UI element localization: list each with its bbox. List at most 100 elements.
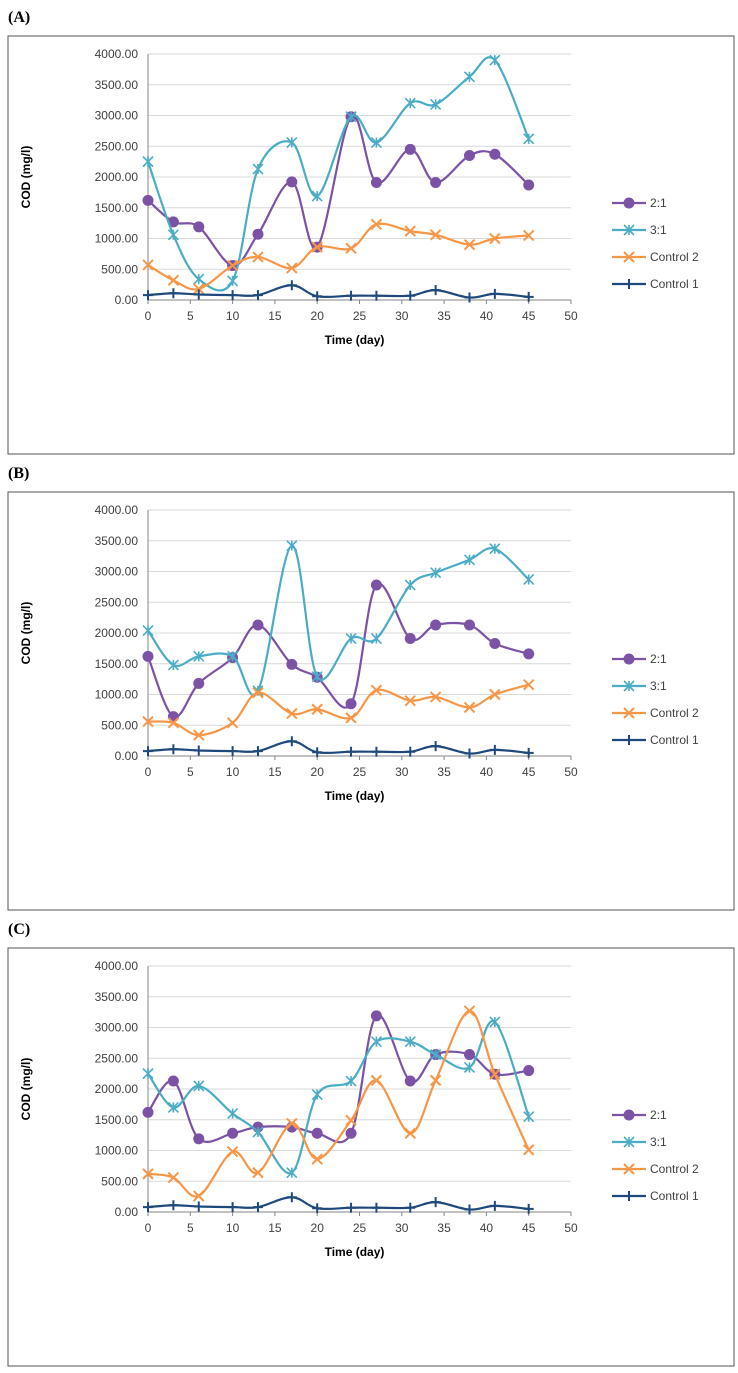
y-tick-label: 3500.00 (95, 78, 139, 92)
marker-circle (490, 638, 500, 648)
marker-plus (228, 1202, 238, 1212)
marker-circle (253, 620, 263, 630)
marker-star (464, 72, 474, 82)
series-line (148, 741, 529, 753)
x-tick-label: 35 (437, 765, 451, 779)
data-point (431, 178, 441, 188)
marker-star (253, 164, 263, 174)
data-point (524, 574, 534, 584)
marker-plus (405, 747, 415, 757)
marker-circle (405, 1076, 415, 1086)
x-tick-label: 10 (226, 1221, 240, 1235)
x-tick-label: 50 (564, 765, 578, 779)
marker-plus (371, 1203, 381, 1213)
marker-star (405, 98, 415, 108)
marker-plus (624, 1191, 634, 1201)
marker-circle (464, 150, 474, 160)
data-point (524, 180, 534, 190)
y-tick-label: 500.00 (101, 718, 138, 732)
marker-circle (371, 178, 381, 188)
marker-circle (464, 1050, 474, 1060)
marker-circle (624, 654, 634, 664)
y-tick-label: 2000.00 (95, 1082, 139, 1096)
marker-star (143, 626, 153, 636)
data-point (490, 149, 500, 159)
marker-plus (287, 1192, 297, 1202)
y-tick-label: 3000.00 (95, 1021, 139, 1035)
data-point (168, 1076, 178, 1086)
data-point (346, 634, 356, 644)
data-point (143, 290, 153, 300)
marker-star (194, 274, 204, 284)
legend-label: 3:1 (650, 223, 667, 237)
marker-circle (490, 149, 500, 159)
data-point (371, 747, 381, 757)
data-point (194, 1134, 204, 1144)
data-point (168, 1200, 178, 1210)
data-point (253, 229, 263, 239)
series-line (148, 1011, 529, 1197)
x-tick-label: 40 (480, 309, 494, 323)
legend-label: Control 2 (650, 250, 699, 264)
data-point (143, 626, 153, 636)
marker-star (228, 1109, 238, 1119)
data-point (253, 1202, 263, 1212)
x-tick-label: 5 (187, 1221, 194, 1235)
data-point (624, 279, 634, 289)
legend-label: 2:1 (650, 1108, 667, 1122)
x-tick-label: 0 (145, 1221, 152, 1235)
marker-star (524, 134, 534, 144)
marker-plus (168, 744, 178, 754)
marker-star (228, 276, 238, 286)
data-point (405, 747, 415, 757)
data-point (346, 291, 356, 301)
y-tick-label: 4000.00 (95, 503, 139, 517)
marker-star (405, 580, 415, 590)
marker-x (431, 1075, 441, 1085)
data-point (371, 291, 381, 301)
data-point (524, 649, 534, 659)
x-axis-title: Time (day) (325, 333, 385, 347)
marker-circle (346, 1128, 356, 1138)
marker-plus (168, 1200, 178, 1210)
marker-plus (624, 735, 634, 745)
marker-plus (194, 745, 204, 755)
marker-plus (371, 291, 381, 301)
marker-circle (228, 1128, 238, 1138)
y-tick-label: 2000.00 (95, 626, 139, 640)
marker-x (405, 1128, 415, 1138)
marker-circle (194, 678, 204, 688)
marker-circle (371, 580, 381, 590)
x-tick-label: 25 (353, 309, 367, 323)
x-tick-label: 5 (187, 765, 194, 779)
x-tick-label: 10 (226, 765, 240, 779)
series-line (148, 1015, 529, 1142)
marker-plus (143, 290, 153, 300)
y-tick-label: 4000.00 (95, 959, 139, 973)
marker-plus (405, 291, 415, 301)
data-point (228, 1109, 238, 1119)
legend-label: Control 1 (650, 1189, 699, 1203)
data-point (346, 1203, 356, 1213)
marker-x (464, 1006, 474, 1016)
marker-circle (524, 180, 534, 190)
y-tick-label: 500.00 (101, 262, 138, 276)
y-tick-label: 0.00 (115, 749, 139, 763)
x-tick-label: 45 (522, 765, 536, 779)
data-point (194, 678, 204, 688)
legend-label: Control 2 (650, 1162, 699, 1176)
marker-plus (464, 293, 474, 303)
data-point (624, 1191, 634, 1201)
marker-plus (228, 746, 238, 756)
marker-plus (253, 746, 263, 756)
data-point (490, 55, 500, 65)
data-point (624, 1110, 634, 1120)
marker-plus (287, 280, 297, 290)
data-point (253, 1127, 263, 1137)
y-tick-label: 2500.00 (95, 595, 139, 609)
y-tick-label: 4000.00 (95, 47, 139, 61)
y-tick-label: 0.00 (115, 293, 139, 307)
x-tick-label: 35 (437, 1221, 451, 1235)
y-tick-label: 2500.00 (95, 1051, 139, 1065)
legend-label: 3:1 (650, 679, 667, 693)
